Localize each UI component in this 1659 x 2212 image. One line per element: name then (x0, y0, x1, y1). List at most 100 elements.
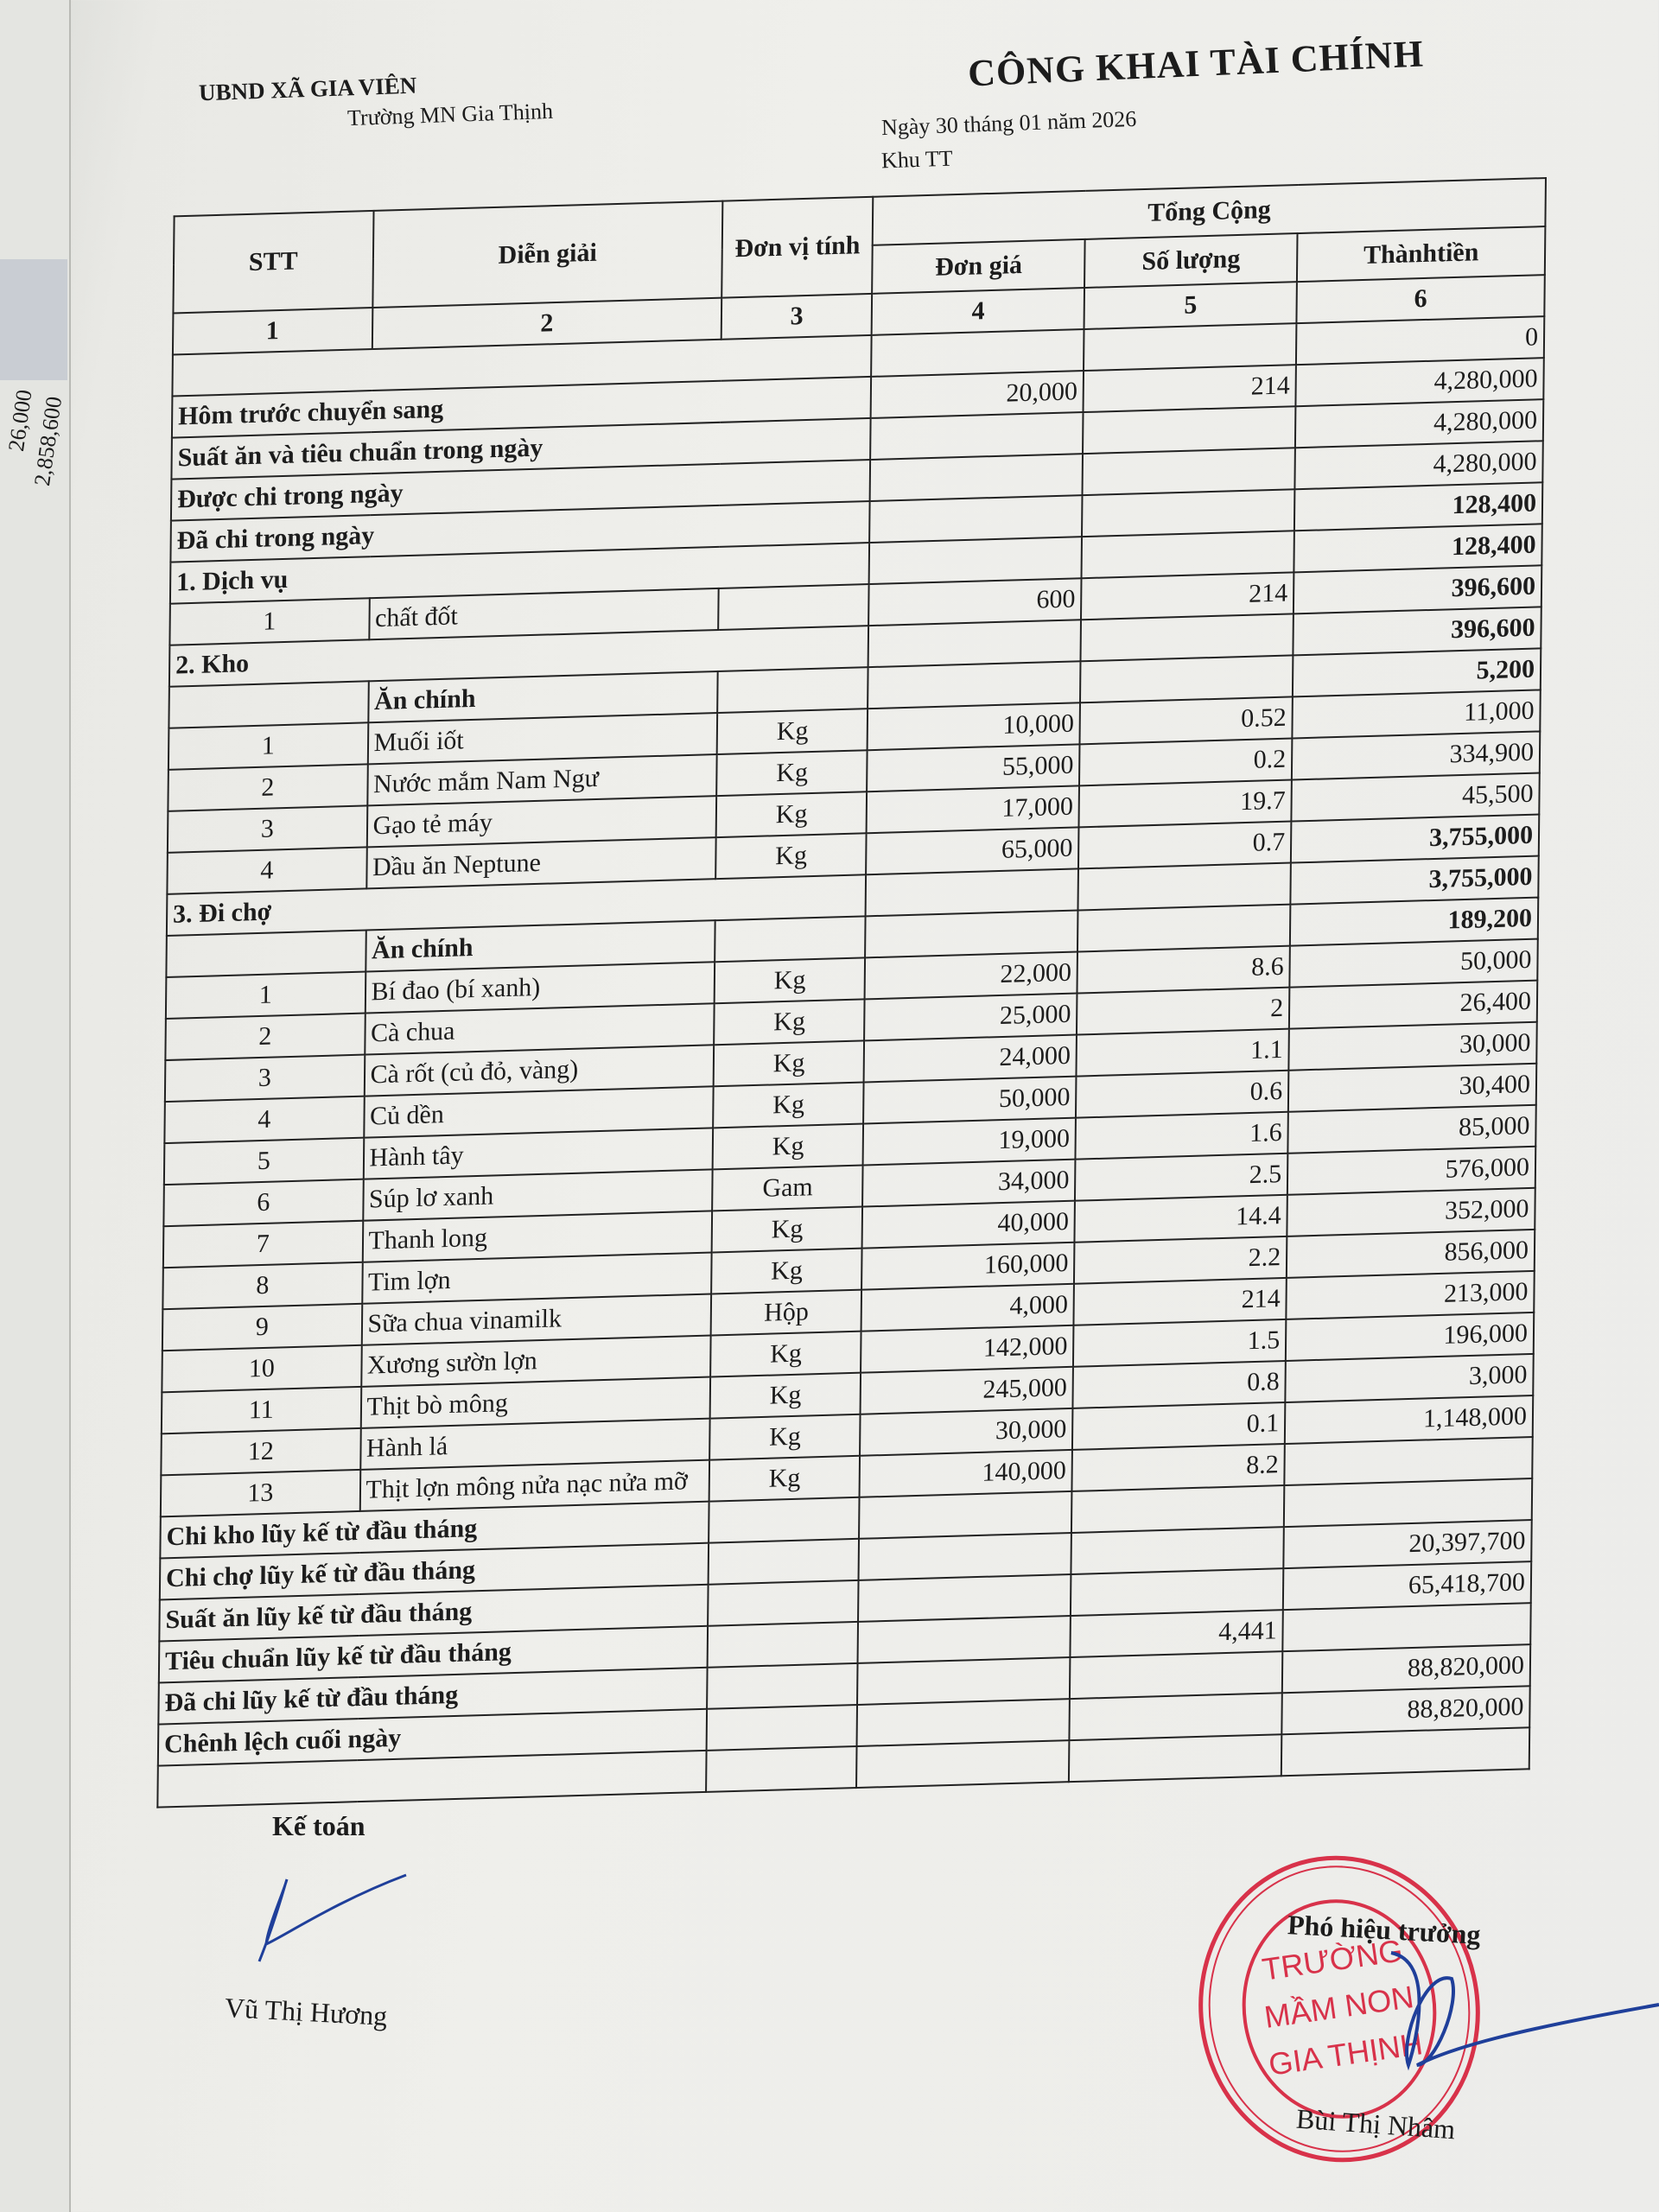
unit-price-cell: 25,000 (864, 993, 1077, 1041)
unit-cell (718, 584, 869, 630)
unit-price-cell (859, 1491, 1072, 1539)
quantity-cell (1082, 448, 1295, 496)
unit-cell (706, 1745, 857, 1792)
column-header-amount: Thànhtiền (1297, 226, 1546, 283)
quantity-cell (1077, 862, 1291, 911)
column-number: 6 (1296, 275, 1545, 324)
unit-price-cell: 22,000 (864, 951, 1078, 1000)
amount-cell: 88,820,000 (1281, 1644, 1531, 1694)
adjacent-sheet-shadow (0, 259, 67, 380)
stt-cell: 11 (161, 1386, 361, 1434)
unit-cell (708, 1538, 860, 1585)
quantity-cell (1081, 531, 1294, 579)
amount-cell: 213,000 (1286, 1270, 1535, 1319)
finance-table-wrapper: STT Diễn giải Đơn vị tính Tổng Cộng Đơn … (156, 177, 1547, 1808)
unit-cell: Kg (715, 833, 867, 880)
unit-cell (708, 1580, 859, 1626)
amount-cell: 856,000 (1286, 1229, 1535, 1278)
unit-price-cell: 65,000 (866, 827, 1079, 875)
amount-cell (1282, 1603, 1531, 1652)
amount-cell: 50,000 (1289, 938, 1538, 988)
unit-price-cell: 50,000 (863, 1076, 1077, 1124)
stt-cell: 9 (162, 1303, 362, 1351)
document-title: CÔNG KHAI TÀI CHÍNH (967, 32, 1425, 95)
quantity-cell: 0.6 (1076, 1070, 1289, 1118)
adjacent-sheet-edge: 26,000 2,858,600 (0, 0, 71, 2212)
amount-cell: 3,000 (1285, 1353, 1534, 1403)
quantity-cell: 214 (1073, 1277, 1287, 1325)
unit-price-cell (856, 1740, 1070, 1789)
unit-cell: Kg (711, 1206, 863, 1253)
unit-cell (715, 916, 866, 963)
stt-cell: 2 (168, 764, 368, 811)
unit-price-cell: 55,000 (867, 744, 1080, 792)
amount-cell: 4,280,000 (1294, 399, 1544, 448)
stt-cell: 6 (163, 1179, 364, 1227)
amount-cell (1281, 1727, 1530, 1777)
unit-price-cell: 17,000 (866, 785, 1080, 834)
quantity-cell: 8.6 (1077, 945, 1290, 994)
quantity-cell: 14.4 (1074, 1194, 1287, 1243)
stt-cell: 2 (165, 1013, 365, 1061)
unit-price-cell: 24,000 (863, 1034, 1077, 1083)
quantity-cell: 0.7 (1078, 821, 1292, 869)
column-header-stt: STT (173, 210, 374, 314)
unit-price-cell (868, 620, 1082, 668)
amount-cell: 4,280,000 (1294, 441, 1543, 490)
amount-cell: 128,400 (1294, 482, 1543, 531)
amount-cell: 30,400 (1287, 1063, 1537, 1112)
amount-cell: 0 (1296, 316, 1545, 365)
stt-cell: 4 (164, 1096, 365, 1144)
quantity-cell: 1.1 (1076, 1028, 1289, 1077)
unit-price-cell (857, 1657, 1071, 1705)
unit-price-cell: 19,000 (862, 1117, 1077, 1166)
column-header-unit: Đơn vị tính (721, 196, 874, 298)
unit-cell: Kg (712, 1123, 864, 1170)
quantity-cell: 19.7 (1078, 779, 1292, 828)
quantity-cell (1080, 613, 1294, 662)
unit-price-cell (865, 868, 1079, 917)
amount-cell: 352,000 (1287, 1187, 1535, 1236)
unit-price-cell: 20,000 (870, 371, 1084, 418)
quantity-cell: 2 (1077, 987, 1290, 1035)
column-header-unit-price: Đơn giá (872, 238, 1085, 294)
stt-cell: 5 (163, 1137, 364, 1185)
unit-cell: Gam (712, 1165, 863, 1211)
unit-price-cell: 160,000 (861, 1242, 1075, 1290)
unit-cell: Kg (709, 1414, 861, 1460)
quantity-cell: 1.5 (1073, 1319, 1287, 1367)
quantity-cell (1083, 406, 1296, 454)
unit-price-cell: 140,000 (859, 1449, 1073, 1497)
authority-name: UBND XÃ GIA VIÊN (198, 72, 417, 106)
unit-cell (709, 1497, 860, 1543)
unit-price-cell (869, 454, 1084, 502)
column-number: 5 (1084, 282, 1298, 330)
stt-cell: 12 (161, 1427, 361, 1476)
unit-cell: Kg (716, 750, 868, 797)
stt-cell: 7 (162, 1220, 363, 1268)
quantity-cell (1082, 489, 1295, 537)
vice-principal-signature (1390, 1951, 1659, 2071)
unit-price-cell (868, 661, 1081, 709)
amount-cell: 5,200 (1292, 648, 1541, 697)
amount-cell: 396,600 (1293, 607, 1541, 656)
stt-cell: 10 (162, 1344, 362, 1393)
unit-cell: Kg (715, 791, 868, 838)
amount-cell: 576,000 (1287, 1146, 1536, 1195)
amount-cell: 30,000 (1288, 1021, 1537, 1071)
unit-price-cell (857, 1616, 1071, 1663)
unit-price-cell (869, 495, 1083, 543)
amount-cell: 20,397,700 (1283, 1520, 1532, 1569)
unit-price-cell: 40,000 (861, 1200, 1076, 1249)
amount-cell: 189,200 (1289, 897, 1539, 946)
table-body: 0 Hôm trước chuyển sang 20,000 214 4,280,000… (157, 316, 1545, 1808)
quantity-cell (1080, 655, 1294, 703)
unit-cell: Kg (713, 1040, 865, 1087)
unit-price-cell (856, 1699, 1071, 1746)
unit-price-cell (868, 537, 1083, 585)
amount-cell: 3,755,000 (1290, 855, 1539, 905)
stt-cell: 1 (165, 971, 365, 1020)
quantity-cell (1077, 904, 1291, 952)
column-header-description: Diễn giải (372, 200, 723, 308)
quantity-cell (1084, 323, 1297, 372)
